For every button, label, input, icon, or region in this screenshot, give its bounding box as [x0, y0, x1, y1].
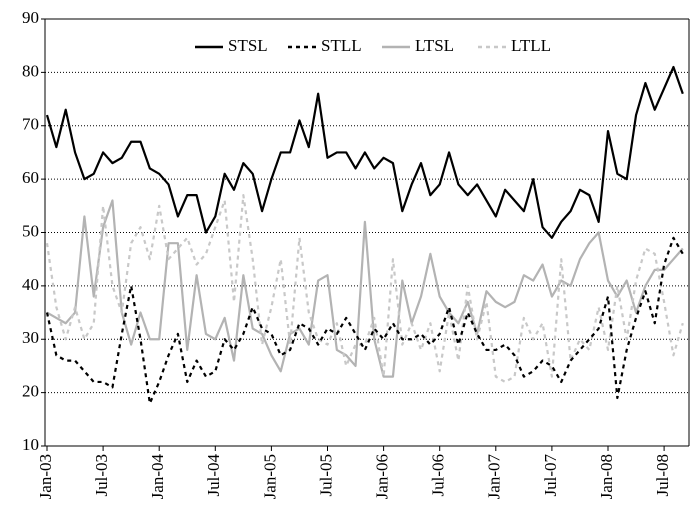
y-tick-label: 50 — [22, 221, 39, 240]
x-tick-label: Jan-04 — [148, 454, 167, 500]
x-tick-label: Jul-07 — [541, 454, 560, 497]
series-line — [46, 199, 684, 378]
y-tick-label: 30 — [22, 328, 39, 347]
y-tick-label: 40 — [22, 275, 39, 294]
legend-label: LTSL — [415, 36, 454, 55]
y-tick-label: 80 — [22, 61, 39, 80]
x-tick-label: Jan-03 — [36, 454, 55, 499]
x-tick-label: Jul-04 — [204, 454, 223, 497]
series-line — [45, 65, 684, 239]
x-tick-label: Jan-07 — [485, 454, 504, 500]
x-tick-label: Jan-08 — [597, 454, 616, 499]
x-tick-label: Jul-03 — [92, 454, 111, 497]
y-tick-label: 70 — [22, 115, 39, 134]
legend-label: STLL — [321, 36, 362, 55]
x-tick-label: Jan-06 — [373, 454, 392, 499]
x-tick-label: Jan-05 — [260, 454, 279, 499]
x-tick-label: Jul-05 — [316, 454, 335, 497]
y-tick-label: 60 — [22, 168, 39, 187]
y-tick-label: 20 — [22, 382, 39, 401]
x-tick-label: Jul-06 — [429, 454, 448, 497]
legend-label: STSL — [228, 36, 268, 55]
x-tick-label: Jul-08 — [653, 454, 672, 497]
y-tick-label: 10 — [22, 435, 39, 454]
y-tick-label: 90 — [22, 8, 39, 27]
legend-label: LTLL — [511, 36, 551, 55]
series-line — [45, 236, 684, 405]
